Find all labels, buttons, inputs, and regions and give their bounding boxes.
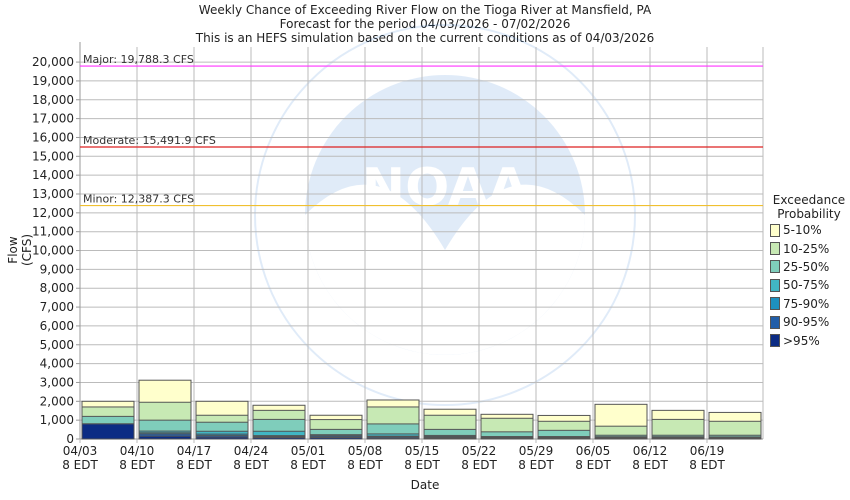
legend-item: 75-90% — [770, 295, 848, 313]
legend-label: 75-90% — [783, 296, 830, 311]
bar--95--06-05 — [594, 437, 648, 440]
bar--95--04-17 — [195, 436, 249, 440]
chart-title: Weekly Chance of Exceeding River Flow on… — [198, 3, 652, 17]
y-tick-label: 6,000 — [40, 319, 74, 333]
noaa-watermark: NOAA — [254, 24, 636, 406]
watermark-logo-text: NOAA — [362, 158, 529, 218]
x-tick-sublabel: 8 EDT — [575, 458, 611, 472]
legend-item: 90-95% — [770, 313, 848, 331]
legend-item: 25-50% — [770, 258, 848, 276]
legend-swatch — [770, 278, 780, 292]
y-tick-label: 0 — [66, 432, 74, 446]
x-tick-label: 05/08 — [348, 444, 383, 458]
y-tick-label: 12,000 — [32, 206, 74, 220]
y-tick-label: 16,000 — [32, 130, 74, 144]
legend-label: 10-25% — [783, 241, 830, 256]
chart-subtitle-period: Forecast for the period 04/03/2026 - 07/… — [279, 17, 571, 31]
x-tick-sublabel: 8 EDT — [62, 458, 98, 472]
y-tick-label: 15,000 — [32, 149, 74, 163]
y-tick-label: 3,000 — [40, 375, 74, 389]
y-tick-label: 17,000 — [32, 112, 74, 126]
watermark-ring — [254, 24, 636, 406]
legend-label: 90-95% — [783, 315, 830, 330]
legend-swatch — [770, 242, 780, 256]
y-tick-label: 1,000 — [40, 413, 74, 427]
x-tick-label: 04/24 — [234, 444, 269, 458]
y-tick-label: 5,000 — [40, 338, 74, 352]
x-tick-label: 05/29 — [519, 444, 554, 458]
legend-label: 5-10% — [783, 223, 822, 238]
legend-swatch — [770, 260, 780, 274]
bar--95--04-24 — [252, 436, 306, 440]
bar--95--04-10 — [138, 435, 192, 440]
legend-swatch — [770, 223, 780, 237]
legend-title-line2: Probability — [777, 207, 841, 221]
bar--95--05-08 — [366, 437, 420, 440]
y-tick-label: 8,000 — [40, 281, 74, 295]
bar--95--04-03 — [81, 423, 135, 440]
x-tick-label: 06/19 — [690, 444, 725, 458]
threshold-label: Major: 19,788.3 CFS — [83, 53, 194, 66]
legend-item: 50-75% — [770, 276, 848, 294]
legend-swatch — [770, 334, 780, 348]
y-tick-label: 19,000 — [32, 74, 74, 88]
y-tick-label: 7,000 — [40, 300, 74, 314]
bar--95--06-12 — [651, 437, 705, 440]
legend-swatch — [770, 315, 780, 329]
bar--95--05-29 — [537, 437, 591, 440]
y-tick-label: 10,000 — [32, 244, 74, 258]
x-tick-sublabel: 8 EDT — [461, 458, 497, 472]
y-tick-label: 14,000 — [32, 168, 74, 182]
y-tick-label: 4,000 — [40, 357, 74, 371]
x-tick-sublabel: 8 EDT — [119, 458, 155, 472]
threshold-label: Minor: 12,387.3 CFS — [83, 193, 194, 206]
y-tick-label: 13,000 — [32, 187, 74, 201]
x-tick-sublabel: 8 EDT — [290, 458, 326, 472]
legend-label: 50-75% — [783, 278, 830, 293]
y-tick-label: 11,000 — [32, 225, 74, 239]
x-tick-label: 04/17 — [177, 444, 212, 458]
x-tick-sublabel: 8 EDT — [689, 458, 725, 472]
bar--95--05-15 — [423, 437, 477, 440]
legend-label: >95% — [783, 333, 820, 348]
y-tick-label: 20,000 — [32, 55, 74, 69]
legend-title-line1: Exceedance — [772, 193, 846, 207]
legend: Exceedance Probability 5-10% 10-25% 25-50%… — [770, 193, 848, 350]
y-tick-label: 2,000 — [40, 394, 74, 408]
threshold-label: Moderate: 15,491.9 CFS — [83, 134, 216, 147]
x-tick-sublabel: 8 EDT — [404, 458, 440, 472]
y-tick-label: 9,000 — [40, 262, 74, 276]
x-axis-label: Date — [410, 478, 440, 492]
watermark-disc — [305, 75, 585, 355]
legend-label: 25-50% — [783, 259, 830, 274]
x-tick-label: 05/15 — [405, 444, 440, 458]
legend-swatch — [770, 297, 780, 311]
legend-item: 5-10% — [770, 221, 848, 239]
x-tick-label: 05/01 — [291, 444, 326, 458]
x-tick-label: 06/12 — [633, 444, 668, 458]
legend-item: >95% — [770, 331, 848, 349]
x-tick-sublabel: 8 EDT — [347, 458, 383, 472]
x-tick-label: 04/03 — [63, 444, 98, 458]
chart-subtitle-simulation: This is an HEFS simulation based on the … — [195, 31, 655, 45]
x-tick-label: 05/22 — [462, 444, 497, 458]
bar--95--06-19 — [708, 437, 762, 440]
x-tick-label: 06/05 — [576, 444, 611, 458]
x-tick-sublabel: 8 EDT — [176, 458, 212, 472]
bar--95--05-01 — [309, 436, 363, 440]
bar--95--05-22 — [480, 437, 534, 440]
y-axis-label: Flow (CFS) — [6, 233, 34, 267]
x-tick-label: 04/10 — [120, 444, 155, 458]
y-tick-label: 18,000 — [32, 93, 74, 107]
x-tick-sublabel: 8 EDT — [632, 458, 668, 472]
x-tick-sublabel: 8 EDT — [233, 458, 269, 472]
x-tick-sublabel: 8 EDT — [518, 458, 554, 472]
legend-item: 10-25% — [770, 239, 848, 257]
